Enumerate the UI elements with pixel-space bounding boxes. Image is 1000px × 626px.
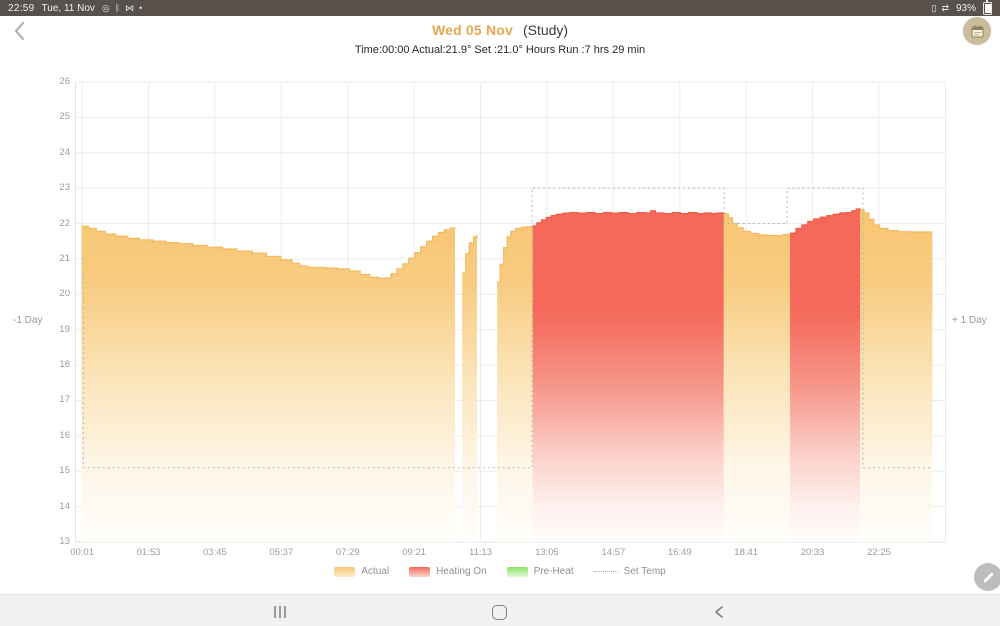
x-tick-label: 07:29 — [335, 547, 360, 558]
x-tick-label: 18:41 — [734, 547, 759, 558]
data-saver-icon: ◎ — [101, 2, 110, 13]
calendar-icon — [971, 25, 983, 37]
home-button[interactable] — [490, 603, 508, 621]
y-tick-label: 17 — [59, 394, 70, 406]
status-date: Tue, 11 Nov — [41, 2, 95, 14]
y-tick-label: 14 — [59, 500, 70, 512]
bluetooth-icon: ᛒ — [114, 2, 121, 13]
x-tick-label: 13:05 — [535, 547, 559, 558]
nav-back-button[interactable] — [711, 603, 729, 621]
y-tick-label: 24 — [59, 146, 70, 158]
battery-percent: 93% — [955, 2, 976, 14]
actual-swatch-icon — [334, 566, 356, 577]
status-bar: 22:59 Tue, 11 Nov ◎ ᛒ ⋈ • ▯ ⇄ 93% — [0, 0, 1000, 16]
x-tick-label: 11:13 — [468, 547, 493, 558]
recents-icon — [274, 606, 286, 618]
y-tick-label: 23 — [59, 182, 70, 194]
x-tick-label: 03:45 — [203, 547, 227, 558]
x-tick-label: 16:49 — [667, 547, 692, 558]
legend-item-preheat: Pre-Heat — [506, 566, 574, 577]
legend-label: Set Temp — [623, 566, 666, 577]
title-zone: (Study) — [522, 22, 569, 38]
x-tick-label: 14:57 — [601, 547, 626, 558]
status-right-icons: ▯ ⇄ — [931, 2, 949, 13]
set-temp-line — [81, 187, 933, 469]
status-left-icons: ◎ ᛒ ⋈ • — [101, 2, 143, 13]
x-tick-label: 22:25 — [867, 547, 891, 558]
actual-area — [81, 226, 456, 542]
back-button[interactable] — [8, 18, 34, 44]
battery-icon — [983, 0, 992, 15]
y-tick-label: 19 — [59, 323, 70, 335]
power-saving-icon: ▯ — [931, 2, 937, 13]
calendar-button[interactable] — [963, 17, 991, 45]
heating-on-area — [532, 210, 724, 543]
edit-button[interactable] — [974, 563, 1000, 591]
page-title: Wed 05 Nov (Study) — [0, 22, 1000, 38]
legend-label: Pre-Heat — [533, 566, 574, 577]
reading-info-line: Time:00:00 Actual:21.9° Set :21.0° Hours… — [354, 44, 646, 56]
notification-dot-icon: • — [139, 2, 143, 13]
y-tick-label: 25 — [59, 111, 70, 123]
y-tick-label: 18 — [59, 359, 70, 371]
status-time: 22:59 — [8, 2, 35, 14]
legend-label: Actual — [361, 566, 390, 577]
heating-swatch-icon — [409, 566, 431, 577]
nfc-icon: ⋈ — [125, 2, 135, 13]
y-tick-label: 21 — [59, 252, 70, 264]
y-tick-label: 13 — [59, 536, 70, 547]
x-tick-label: 20:33 — [800, 547, 825, 558]
nav-back-icon — [715, 606, 723, 618]
x-tick-label: 00:01 — [70, 547, 94, 558]
chart-series-areas — [81, 208, 933, 543]
x-tick-label: 05:37 — [269, 547, 294, 558]
legend-label: Heating On — [436, 566, 487, 577]
recents-button[interactable] — [271, 603, 289, 621]
legend-item-set-temp: Set Temp — [593, 566, 666, 577]
wifi-calling-icon: ⇄ — [941, 2, 949, 13]
chevron-left-icon — [14, 21, 25, 41]
title-date: Wed 05 Nov — [431, 22, 514, 38]
y-tick-label: 22 — [59, 217, 70, 229]
set-temp-swatch-icon — [593, 571, 618, 572]
x-tick-label: 09:21 — [402, 547, 427, 558]
preheat-swatch-icon — [506, 566, 528, 577]
y-tick-label: 20 — [59, 288, 70, 300]
prev-day-button[interactable]: -1 Day — [13, 315, 43, 326]
chart-legend: Actual Heating On Pre-Heat Set Temp — [0, 566, 1000, 577]
legend-item-heating: Heating On — [409, 566, 487, 577]
android-nav-bar — [0, 594, 1000, 626]
y-tick-label: 16 — [59, 429, 70, 441]
y-tick-label: 15 — [59, 465, 70, 477]
heating-on-area — [790, 209, 861, 542]
legend-item-actual: Actual — [334, 566, 389, 577]
x-tick-label: 01:53 — [136, 547, 161, 558]
y-tick-label: 26 — [59, 76, 70, 87]
home-icon — [491, 604, 507, 620]
actual-area — [462, 234, 477, 542]
pencil-icon — [983, 572, 993, 583]
next-day-button[interactable]: + 1 Day — [952, 315, 987, 326]
